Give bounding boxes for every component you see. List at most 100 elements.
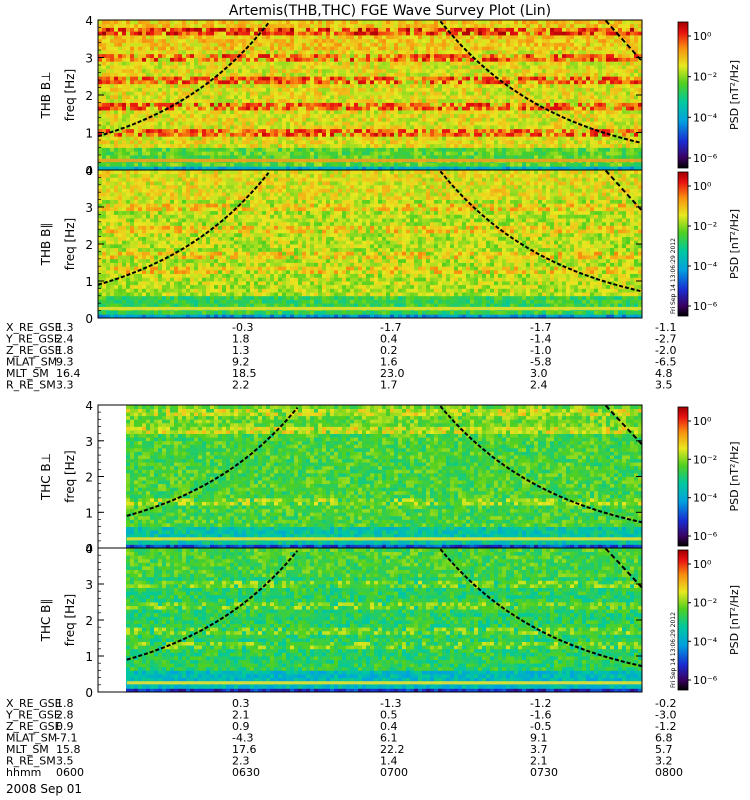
spectrogram-cell xyxy=(266,155,270,159)
spectrogram-cell xyxy=(574,39,578,43)
spectrogram-cell xyxy=(210,140,214,144)
spectrogram-cell xyxy=(438,69,442,73)
spectrogram-cell xyxy=(426,28,430,32)
spectrogram-cell xyxy=(130,58,134,62)
spectrogram-cell xyxy=(290,65,294,69)
spectrogram-cell xyxy=(342,118,346,122)
spectrogram-cell xyxy=(242,114,246,118)
spectrogram-cell xyxy=(398,80,402,84)
spectrogram-cell xyxy=(474,136,478,140)
spectrogram-cell xyxy=(198,148,202,152)
spectrogram-cell xyxy=(442,58,446,62)
spectrogram-cell xyxy=(294,50,298,54)
spectrogram-cell xyxy=(154,28,158,32)
spectrogram-cell xyxy=(114,54,118,58)
spectrogram-cell xyxy=(298,155,302,159)
spectrogram-cell xyxy=(334,136,338,140)
spectrogram-cell xyxy=(302,99,306,103)
spectrogram-cell xyxy=(294,84,298,88)
spectrogram-cell xyxy=(538,99,542,103)
spectrogram-cell xyxy=(494,136,498,140)
spectrogram-cell xyxy=(142,95,146,99)
spectrogram-cell xyxy=(470,88,474,92)
spectrogram-cell xyxy=(446,80,450,84)
spectrogram-cell xyxy=(198,58,202,62)
spectrogram-cell xyxy=(278,136,282,140)
spectrogram-cell xyxy=(290,73,294,77)
spectrogram-cell xyxy=(482,73,486,77)
spectrogram-cell xyxy=(326,136,330,140)
spectrogram-cell xyxy=(366,106,370,110)
spectrogram-cell xyxy=(106,106,110,110)
spectrogram-cell xyxy=(362,69,366,73)
spectrogram-cell xyxy=(202,65,206,69)
spectrogram-cell xyxy=(446,58,450,62)
spectrogram-cell xyxy=(582,20,586,24)
spectrogram-cell xyxy=(394,84,398,88)
spectrogram-cell xyxy=(230,54,234,58)
spectrogram-cell xyxy=(254,125,258,129)
spectrogram-cell xyxy=(570,54,574,58)
spectrogram-cell xyxy=(562,88,566,92)
spectrogram-cell xyxy=(502,54,506,58)
spectrogram-cell xyxy=(162,118,166,122)
spectrogram-cell xyxy=(174,73,178,77)
spectrogram-cell xyxy=(222,114,226,118)
spectrogram-cell xyxy=(462,61,466,65)
spectrogram-cell xyxy=(210,39,214,43)
spectrogram-cell xyxy=(482,125,486,129)
spectrogram-cell xyxy=(306,20,310,24)
spectrogram-cell xyxy=(434,46,438,50)
spectrogram-cell xyxy=(138,144,142,148)
spectrogram-cell xyxy=(382,133,386,137)
spectrogram-cell xyxy=(222,99,226,103)
spectrogram-cell xyxy=(126,103,130,107)
spectrogram-cell xyxy=(502,106,506,110)
spectrogram-cell xyxy=(174,91,178,95)
spectrogram-cell xyxy=(426,121,430,125)
spectrogram-cell xyxy=(426,155,430,159)
spectrogram-cell xyxy=(514,69,518,73)
spectrogram-cell xyxy=(166,35,170,39)
spectrogram-cell xyxy=(174,140,178,144)
spectrogram-cell xyxy=(206,35,210,39)
spectrogram-cell xyxy=(378,140,382,144)
spectrogram-cell xyxy=(206,99,210,103)
spectrogram-cell xyxy=(402,99,406,103)
spectrogram-cell xyxy=(126,88,130,92)
spectrogram-cell xyxy=(174,69,178,73)
spectrogram-cell xyxy=(258,80,262,84)
spectrogram-cell xyxy=(350,151,354,155)
spectrogram-cell xyxy=(430,148,434,152)
spectrogram-cell xyxy=(186,114,190,118)
spectrogram-cell xyxy=(490,129,494,133)
spectrogram-cell xyxy=(462,20,466,24)
spectrogram-cell xyxy=(350,114,354,118)
spectrogram-cell xyxy=(302,20,306,24)
spectrogram-cell xyxy=(158,20,162,24)
spectrogram-cell xyxy=(574,69,578,73)
spectrogram-cell xyxy=(266,31,270,35)
spectrogram-cell xyxy=(286,91,290,95)
spectrogram-cell xyxy=(150,88,154,92)
spectrogram-cell xyxy=(310,80,314,84)
spectrogram-cell xyxy=(206,54,210,58)
spectrogram-cell xyxy=(262,80,266,84)
spectrogram-cell xyxy=(474,69,478,73)
spectrogram-cell xyxy=(118,118,122,122)
spectrogram-cell xyxy=(98,73,102,77)
spectrogram-cell xyxy=(490,65,494,69)
spectrogram-cell xyxy=(418,163,422,167)
spectrogram-cell xyxy=(558,136,562,140)
spectrogram-cell xyxy=(154,99,158,103)
spectrogram-cell xyxy=(178,28,182,32)
spectrogram-cell xyxy=(294,99,298,103)
spectrogram-cell xyxy=(390,118,394,122)
spectrogram-cell xyxy=(342,163,346,167)
spectrogram-cell xyxy=(282,88,286,92)
spectrogram-cell xyxy=(202,163,206,167)
spectrogram-cell xyxy=(294,20,298,24)
spectrogram-cell xyxy=(186,24,190,28)
spectrogram-cell xyxy=(362,43,366,47)
spectrogram-cell xyxy=(126,28,130,32)
